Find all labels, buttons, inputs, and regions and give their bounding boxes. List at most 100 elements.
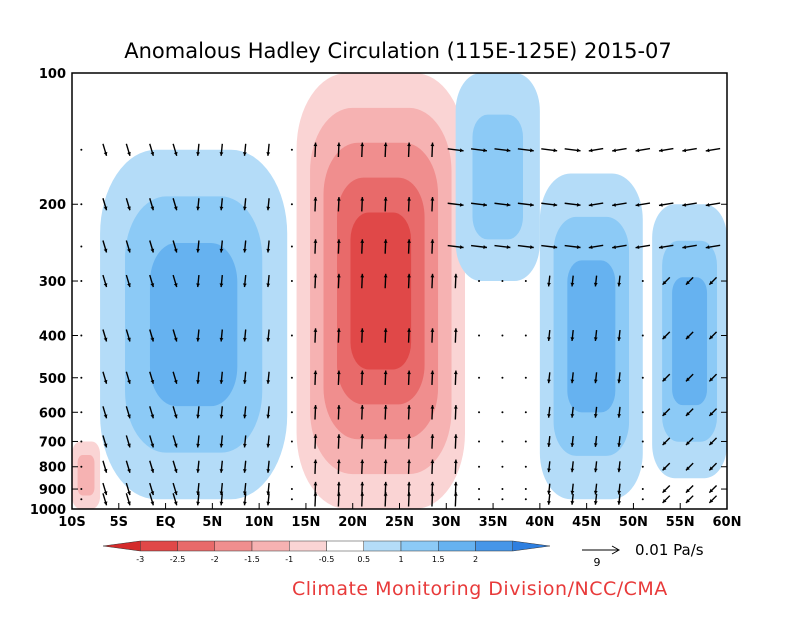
wind-vector-head	[173, 501, 178, 506]
wind-vector	[478, 411, 481, 414]
wind-vector-head	[547, 413, 551, 418]
wind-vector-head	[219, 491, 224, 496]
wind-vector-head	[173, 337, 178, 342]
wind-vector-head	[196, 491, 200, 496]
wind-vector	[524, 498, 527, 501]
wind-vector-head	[506, 202, 511, 207]
wind-vector-head	[612, 245, 616, 250]
wind-vector-head	[635, 245, 640, 250]
wind-vector	[290, 148, 293, 151]
wind-vector-head	[219, 152, 224, 156]
colorbar-tick-label: -3	[136, 555, 144, 564]
wind-vector	[478, 488, 481, 491]
wind-vector-head	[103, 151, 108, 156]
anomaly-contour	[350, 212, 412, 370]
wind-vector-head	[430, 328, 435, 332]
wind-vector-head	[685, 335, 690, 340]
wind-vector-head	[196, 248, 200, 253]
wind-vector-head	[242, 501, 247, 506]
wind-vector-head	[709, 412, 714, 416]
wind-vector-head	[336, 481, 341, 486]
wind-vector-head	[553, 202, 558, 207]
wind-vector-head	[173, 283, 178, 288]
wind-vector-head	[242, 491, 247, 496]
wind-vector-head	[313, 459, 318, 464]
wind-vector-head	[242, 469, 247, 473]
x-tick-label: 45N	[572, 515, 601, 530]
wind-vector-head	[242, 337, 247, 342]
wind-vector-head	[150, 283, 155, 288]
wind-vector-head	[360, 459, 365, 464]
wind-vector-head	[242, 283, 247, 288]
wind-vector-head	[336, 328, 341, 332]
wind-vector-head	[103, 491, 108, 496]
wind-vector-head	[219, 380, 224, 384]
wind-vector-head	[313, 239, 318, 243]
wind-vector	[501, 498, 504, 501]
wind-vector-head	[127, 206, 131, 211]
wind-vector-head	[530, 245, 534, 249]
anomaly-contour	[77, 454, 95, 496]
wind-vector-head	[662, 335, 667, 340]
wind-vector-head	[709, 441, 714, 446]
wind-vector-head	[196, 206, 200, 211]
wind-vector-head	[407, 405, 411, 409]
wind-vector-head	[453, 273, 458, 278]
colorbar-segment	[251, 540, 290, 552]
wind-vector-head	[547, 443, 551, 447]
wind-vector-head	[709, 280, 714, 285]
x-tick-label: 10S	[58, 515, 85, 530]
wind-vector-head	[407, 273, 411, 278]
x-tick-label: 60N	[713, 515, 742, 530]
wind-vector-head	[360, 481, 365, 486]
wind-vector-head	[483, 245, 487, 249]
wind-vector-head	[459, 148, 464, 153]
colorbar-segment	[512, 540, 551, 552]
wind-vector-head	[127, 337, 131, 342]
wind-vector-head	[150, 379, 155, 384]
wind-vector-head	[612, 202, 616, 207]
wind-vector	[80, 376, 83, 379]
wind-vector-head	[570, 282, 575, 287]
wind-vector-head	[570, 379, 575, 384]
wind-vector-head	[266, 469, 271, 473]
wind-vector	[290, 203, 293, 206]
wind-vector-head	[336, 370, 341, 375]
colorbar-labels: -3 -2.5 -2 -1.5 -1 -0.5 0.5 1 1.5 2	[136, 555, 478, 564]
colorbar-tick-label: 1	[398, 555, 403, 564]
wind-vector-head	[617, 468, 622, 473]
wind-vector-head	[483, 202, 487, 207]
wind-vector-head	[196, 283, 200, 288]
wind-vector-head	[588, 245, 593, 250]
wind-vector-head	[150, 206, 155, 211]
wind-vector-head	[173, 443, 178, 448]
wind-vector-head	[553, 245, 558, 249]
wind-vector-head	[242, 248, 247, 253]
wind-vector	[478, 334, 481, 337]
wind-vector	[641, 411, 644, 414]
wind-vector-head	[103, 501, 108, 506]
wind-vector-head	[336, 142, 341, 147]
colorbar-segment	[177, 540, 215, 552]
colorbar-tick-label: -2	[211, 555, 219, 564]
wind-vector-head	[127, 283, 131, 288]
wind-vector-head	[407, 434, 411, 438]
wind-vector-head	[219, 443, 224, 448]
wind-vector	[290, 334, 293, 337]
reference-value: 9	[594, 556, 601, 569]
wind-vector-head	[588, 202, 593, 207]
chart-title: Anomalous Hadley Circulation (115E-125E)…	[124, 39, 672, 63]
wind-vector-head	[383, 434, 388, 438]
wind-vector-head	[383, 273, 388, 278]
wind-vector-head	[593, 413, 598, 418]
wind-vector-head	[570, 413, 575, 418]
wind-vector	[641, 376, 644, 379]
y-tick-label: 400	[39, 329, 66, 344]
x-tick-label: 20N	[338, 515, 367, 530]
wind-vector-head	[635, 202, 640, 207]
wind-vector-head	[685, 280, 690, 285]
wind-vector-head	[617, 282, 622, 287]
wind-vector-head	[430, 239, 435, 243]
wind-vector-head	[658, 202, 663, 207]
wind-vector	[80, 411, 83, 414]
